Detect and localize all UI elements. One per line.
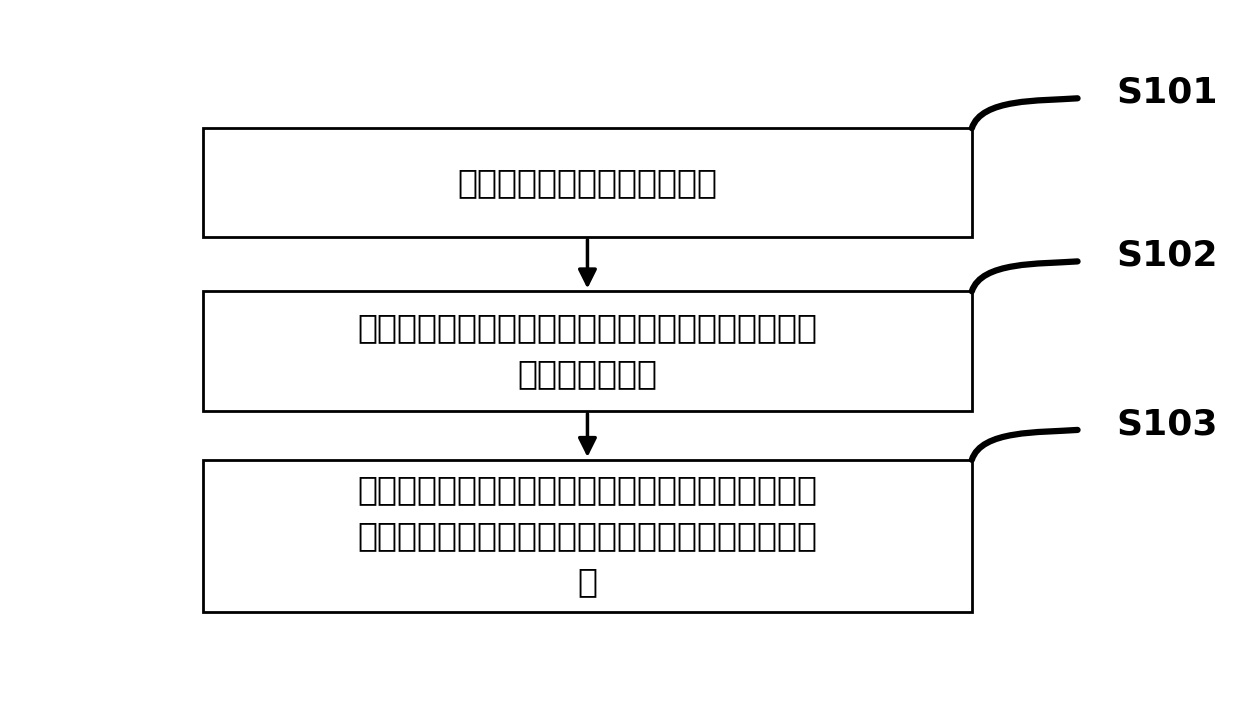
Text: 从自动测试程序数据库中，读取与所述设备型号对应
的自动测试程序: 从自动测试程序数据库中，读取与所述设备型号对应 的自动测试程序 [357,311,817,390]
FancyBboxPatch shape [203,292,972,411]
Text: 若读取失败，则向服务器发送所述设备型号，并接收
所述服务器发送的与所述设备型号对应的自动测试程
序: 若读取失败，则向服务器发送所述设备型号，并接收 所述服务器发送的与所述设备型号对… [357,474,817,599]
Text: 获取所述联网设备的设备型号: 获取所述联网设备的设备型号 [458,166,718,199]
Text: S101: S101 [1116,76,1218,110]
Text: S102: S102 [1116,239,1218,273]
FancyBboxPatch shape [203,460,972,612]
FancyBboxPatch shape [203,128,972,237]
Text: S103: S103 [1116,407,1218,441]
